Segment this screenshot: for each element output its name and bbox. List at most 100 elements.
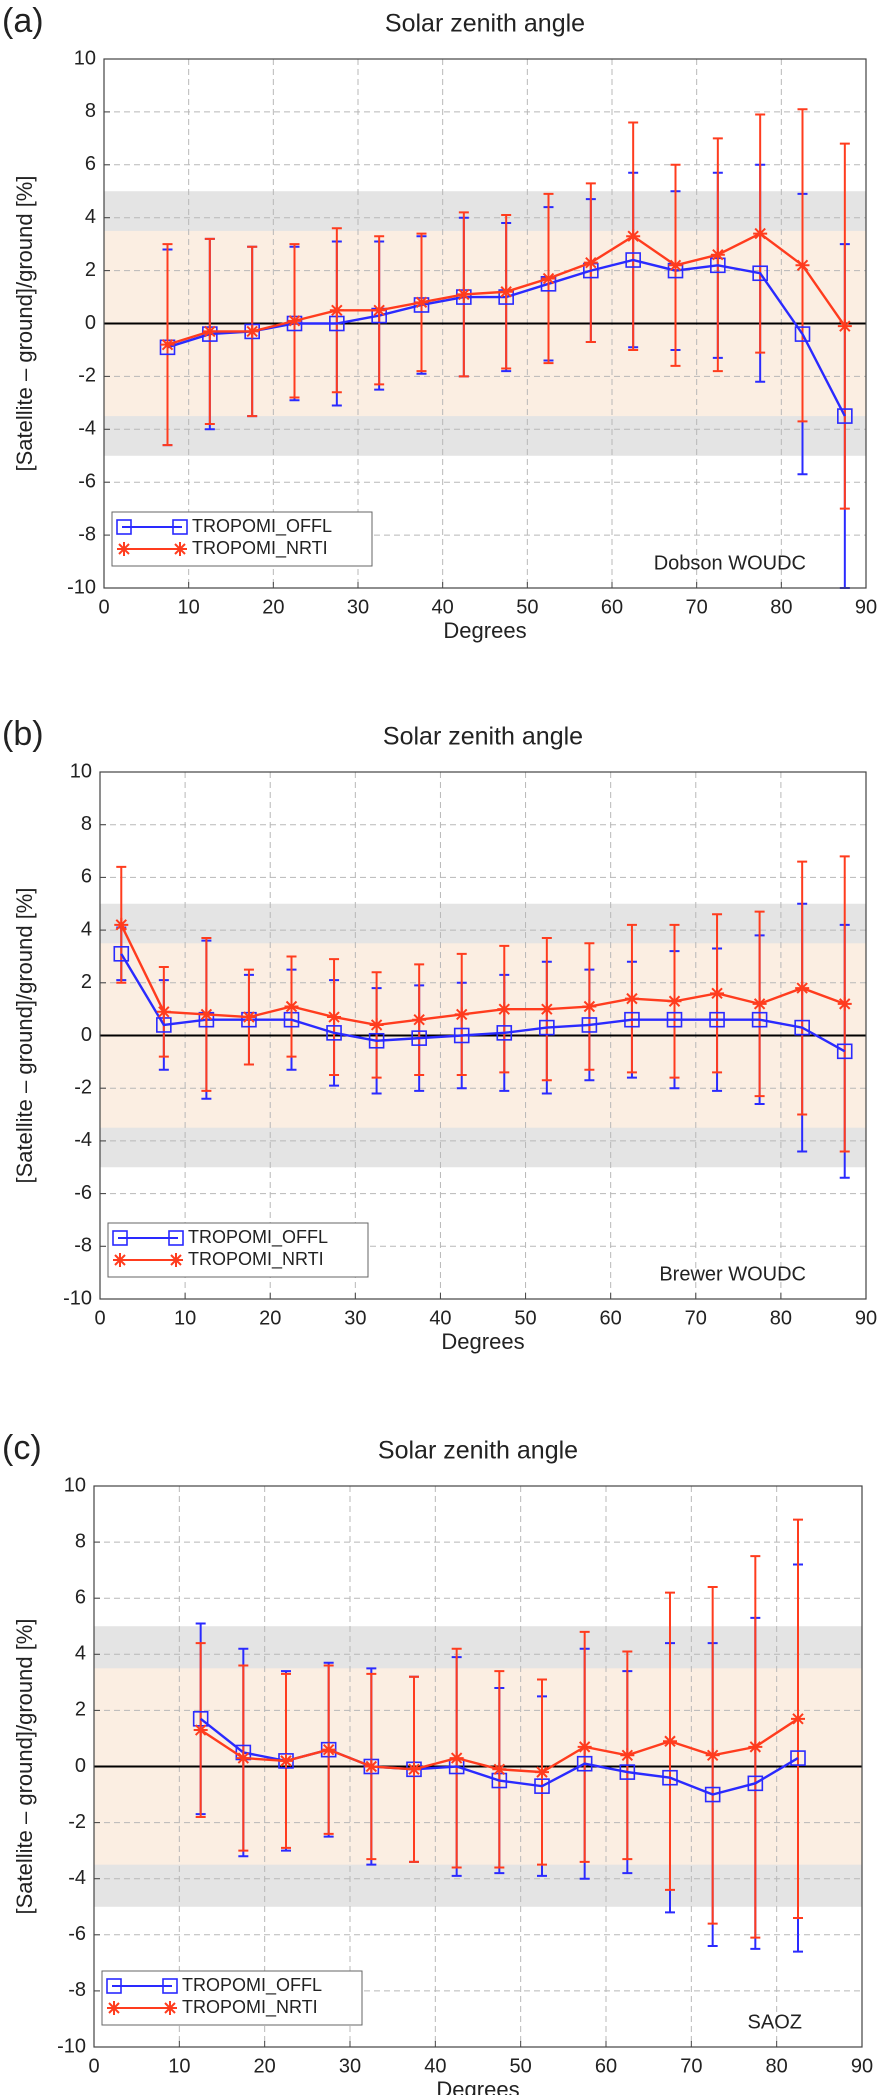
marker xyxy=(497,1002,512,1017)
y-tick-label: 10 xyxy=(70,760,92,782)
marker xyxy=(496,1025,513,1041)
marker xyxy=(279,1753,293,1768)
x-tick-label: 60 xyxy=(601,596,623,618)
legend-label: TROPOMI_OFFL xyxy=(192,516,332,537)
marker xyxy=(327,1010,342,1025)
legend-marker xyxy=(107,2001,121,2015)
x-tick-label: 10 xyxy=(168,2055,190,2077)
marker xyxy=(287,313,302,328)
marker xyxy=(199,1007,214,1022)
marker xyxy=(668,258,683,273)
y-tick-label: -8 xyxy=(78,523,96,545)
marker xyxy=(619,1764,636,1780)
y-tick-label: -8 xyxy=(68,1979,86,2001)
legend-marker xyxy=(162,1978,178,1994)
plot-frame xyxy=(103,58,867,589)
x-tick-label: 50 xyxy=(510,2055,532,2077)
x-tick-label: 20 xyxy=(254,2055,276,2077)
chart-title: Solar zenith angle xyxy=(385,10,585,38)
marker xyxy=(241,1010,256,1025)
y-tick-label: 2 xyxy=(81,971,92,993)
y-tick-label: 2 xyxy=(75,1699,86,1721)
marker xyxy=(794,1019,810,1036)
y-tick-label: 4 xyxy=(81,918,92,940)
y-tick-label: 8 xyxy=(81,813,92,835)
x-tick-label: 80 xyxy=(770,1307,792,1329)
y-tick-label: -4 xyxy=(68,1867,86,1889)
marker xyxy=(369,1017,384,1032)
marker xyxy=(710,247,725,262)
plot-frame xyxy=(93,1485,863,2048)
marker xyxy=(791,1711,805,1726)
x-tick-label: 70 xyxy=(685,1307,707,1329)
marker xyxy=(582,999,597,1014)
marker xyxy=(663,1734,677,1749)
marker xyxy=(412,1012,427,1027)
y-tick-label: -2 xyxy=(74,1076,92,1098)
chart-panel: -10 -8 -6 -4 -2 0 2 4 6 8 10 0 10 20 30 40 50 60 70 80 90 (c)… xyxy=(2,1429,873,2095)
marker xyxy=(794,326,811,342)
y-tick-label: -10 xyxy=(63,1287,92,1309)
legend-box xyxy=(101,1970,363,2026)
panel-label: (b) xyxy=(2,715,44,753)
legend-marker xyxy=(116,519,132,535)
marker xyxy=(704,1786,721,1803)
marker xyxy=(666,1011,683,1028)
x-tick-label: 60 xyxy=(595,2055,617,2077)
marker xyxy=(539,1019,555,1036)
legend-marker xyxy=(113,1253,127,1267)
marker xyxy=(795,981,810,996)
marker xyxy=(790,1750,806,1766)
x-tick-label: 50 xyxy=(514,1307,536,1329)
y-tick-label: 10 xyxy=(74,47,96,69)
marker xyxy=(710,986,725,1001)
marker xyxy=(114,917,129,932)
x-tick-label: 80 xyxy=(766,2055,788,2077)
marker xyxy=(577,1739,592,1754)
x-tick-label: 40 xyxy=(432,596,454,618)
annotation: Brewer WOUDC xyxy=(659,1263,806,1285)
chart-title: Solar zenith angle xyxy=(383,723,583,751)
marker xyxy=(321,1742,336,1757)
y-tick-label: 0 xyxy=(75,1755,86,1777)
marker xyxy=(583,255,598,270)
x-tick-label: 30 xyxy=(344,1307,366,1329)
y-tick-label: -6 xyxy=(78,470,96,492)
marker xyxy=(160,337,175,352)
x-tick-label: 60 xyxy=(600,1307,622,1329)
series-line xyxy=(120,924,846,1027)
marker xyxy=(795,258,810,273)
marker xyxy=(454,1007,469,1022)
x-tick-label: 50 xyxy=(516,596,538,618)
marker xyxy=(625,252,641,268)
panel-label: (c) xyxy=(2,1429,42,1467)
y-tick-label: 4 xyxy=(85,206,96,228)
y-tick-label: -2 xyxy=(68,1811,86,1833)
marker xyxy=(245,324,260,339)
marker xyxy=(753,226,768,241)
legend-label: TROPOMI_OFFL xyxy=(188,1227,328,1248)
marker xyxy=(156,1004,171,1019)
y-tick-label: -2 xyxy=(78,365,96,387)
marker xyxy=(368,1032,385,1049)
x-axis-label: Degrees xyxy=(443,618,526,643)
marker xyxy=(326,1025,342,1041)
marker xyxy=(329,303,344,318)
marker xyxy=(284,999,299,1014)
marker xyxy=(449,1751,464,1766)
marker xyxy=(113,946,130,962)
legend-marker xyxy=(169,1253,183,1267)
x-axis-label: Degrees xyxy=(436,2077,519,2095)
x-tick-label: 20 xyxy=(262,596,284,618)
marker xyxy=(752,996,767,1011)
x-tick-label: 0 xyxy=(94,1307,105,1329)
x-axis-label: Degrees xyxy=(441,1329,524,1354)
y-axis-label: [Satellite – ground]/ground [%] xyxy=(12,888,37,1184)
y-tick-label: 4 xyxy=(75,1643,86,1665)
y-tick-label: 0 xyxy=(81,1024,92,1046)
y-tick-label: 8 xyxy=(85,100,96,122)
plot-frame xyxy=(99,771,867,1300)
x-tick-label: 70 xyxy=(686,596,708,618)
y-tick-label: 0 xyxy=(85,312,96,334)
